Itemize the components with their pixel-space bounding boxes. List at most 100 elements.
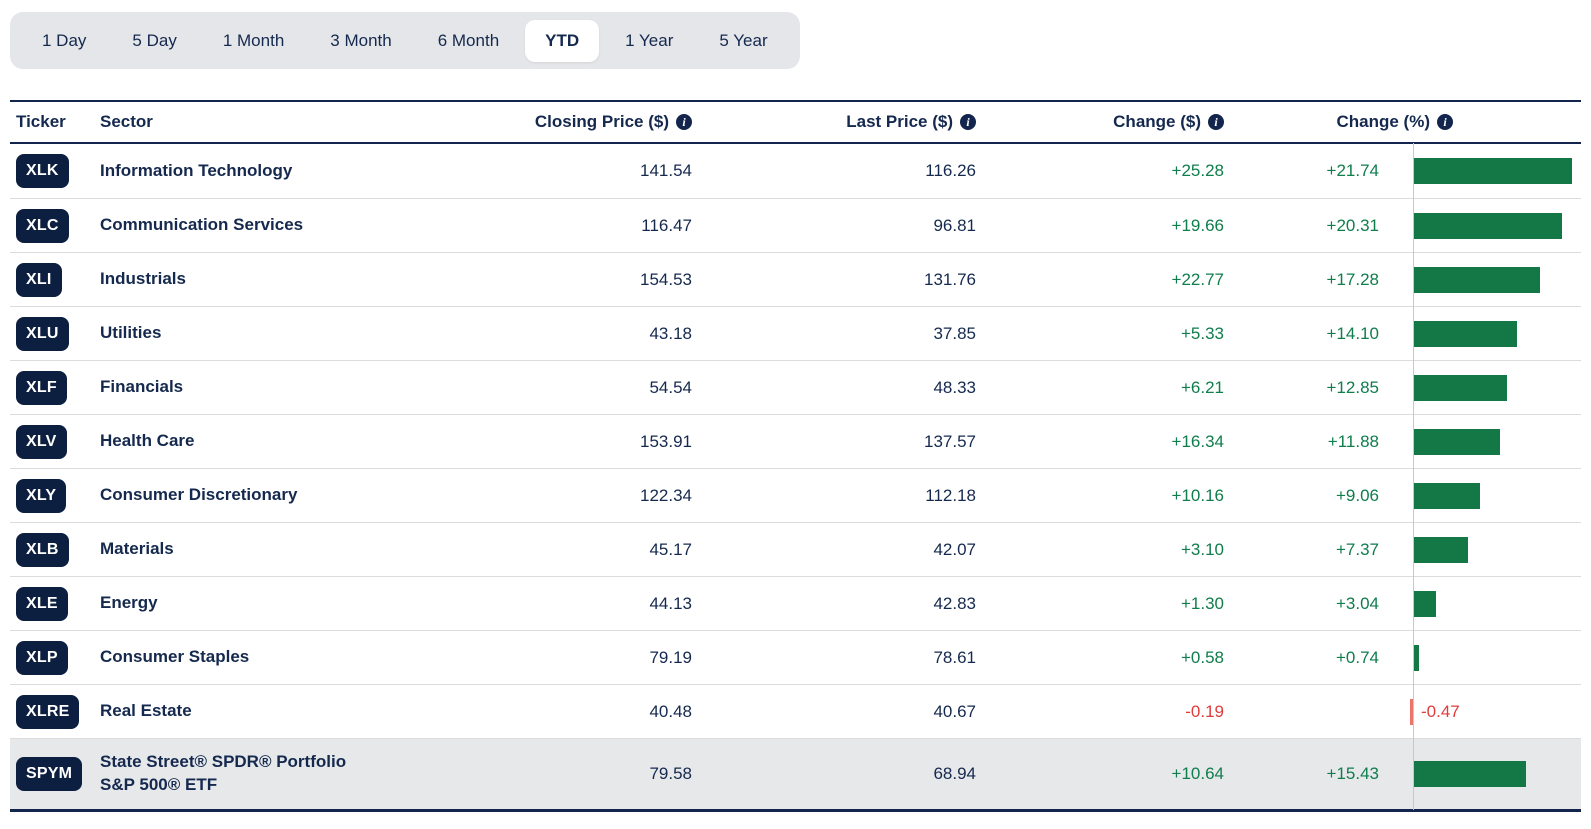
closing-price: 153.91 xyxy=(640,431,692,451)
info-icon[interactable]: i xyxy=(1437,114,1453,130)
change-bar-cell xyxy=(1385,522,1581,577)
ticker-cell: XLP xyxy=(10,631,94,684)
last-price: 48.33 xyxy=(933,377,976,397)
sector-name: Information Technology xyxy=(100,160,293,180)
tab-1-day[interactable]: 1 Day xyxy=(22,20,106,62)
last-price: 137.57 xyxy=(924,431,976,451)
ticker-badge[interactable]: XLU xyxy=(16,316,69,351)
closing-price: 79.58 xyxy=(649,764,692,783)
ticker-cell: XLK xyxy=(10,144,94,198)
change-usd: +22.77 xyxy=(1171,269,1224,289)
change-bar-cell xyxy=(1385,306,1581,361)
change-usd: +3.10 xyxy=(1180,539,1224,559)
tab-ytd[interactable]: YTD xyxy=(525,19,600,62)
change-pct: +17.28 xyxy=(1326,269,1379,289)
tab-1-year[interactable]: 1 Year xyxy=(605,20,693,62)
change-bar xyxy=(1414,374,1508,401)
table-row: XLB Materials 45.17 42.07 +3.10 +7.37 xyxy=(10,522,1581,577)
table-row: XLP Consumer Staples 79.19 78.61 +0.58 +0.74 xyxy=(10,630,1581,685)
table-row: XLV Health Care 153.91 137.57 +16.34 +11.88 xyxy=(10,414,1581,469)
info-icon[interactable]: i xyxy=(676,114,692,130)
change-bar xyxy=(1414,761,1527,787)
change-usd: +25.28 xyxy=(1171,161,1224,180)
change-bar-cell xyxy=(1385,252,1581,307)
ticker-cell: XLY xyxy=(10,469,94,522)
last-price: 68.94 xyxy=(933,764,976,783)
change-bar-cell xyxy=(1385,198,1581,253)
sector-name: Consumer Staples xyxy=(100,647,250,667)
sector-name: Communication Services xyxy=(100,215,304,235)
last-price: 131.76 xyxy=(924,269,976,289)
table-row: XLU Utilities 43.18 37.85 +5.33 +14.10 xyxy=(10,306,1581,361)
ticker-badge[interactable]: XLV xyxy=(16,424,67,459)
closing-price: 44.13 xyxy=(649,593,692,613)
ticker-cell: XLI xyxy=(10,253,94,306)
change-bar xyxy=(1414,320,1517,347)
column-header-ticker: Ticker xyxy=(10,112,94,132)
column-header-change-usd-label: Change ($) xyxy=(1113,112,1201,131)
change-bar-cell xyxy=(1385,576,1581,631)
sector-name: Materials xyxy=(100,539,174,559)
change-bar xyxy=(1409,698,1413,725)
info-icon[interactable]: i xyxy=(960,114,976,130)
change-bar-cell xyxy=(1385,630,1581,685)
change-usd: +0.58 xyxy=(1180,647,1224,667)
tab-6-month[interactable]: 6 Month xyxy=(418,20,519,62)
sector-cell: Consumer Staples xyxy=(94,631,420,684)
table-row: XLK Information Technology 141.54 116.26 +25… xyxy=(10,143,1581,199)
ticker-badge[interactable]: XLB xyxy=(16,532,69,567)
ticker-cell: XLU xyxy=(10,307,94,360)
change-usd: +1.30 xyxy=(1180,593,1224,613)
change-usd: +5.33 xyxy=(1180,323,1224,343)
last-price: 78.61 xyxy=(933,647,976,667)
table-header-row: Ticker Sector Closing Price ($) i Last P… xyxy=(10,100,1581,144)
closing-price: 116.47 xyxy=(641,215,692,235)
ticker-cell: XLE xyxy=(10,577,94,630)
closing-price: 40.48 xyxy=(649,701,692,721)
ticker-badge[interactable]: XLRE xyxy=(16,694,80,729)
sector-name: Energy xyxy=(100,593,158,613)
change-pct: +21.74 xyxy=(1326,161,1379,180)
change-pct: +14.10 xyxy=(1326,323,1379,343)
closing-price: 154.53 xyxy=(640,269,692,289)
sector-name: Consumer Discretionary xyxy=(100,485,298,505)
change-usd: -0.19 xyxy=(1185,701,1224,721)
table-body: XLK Information Technology 141.54 116.26 +25… xyxy=(10,143,1581,810)
tab-3-month[interactable]: 3 Month xyxy=(310,20,411,62)
sector-cell: Financials xyxy=(94,361,420,414)
sector-cell: Consumer Discretionary xyxy=(94,469,420,522)
change-usd: +16.34 xyxy=(1171,431,1224,451)
info-icon[interactable]: i xyxy=(1208,114,1224,130)
ticker-badge[interactable]: XLP xyxy=(16,640,68,675)
tab-5-day[interactable]: 5 Day xyxy=(112,20,196,62)
ticker-badge[interactable]: XLK xyxy=(16,154,69,188)
ticker-badge[interactable]: XLI xyxy=(16,262,62,297)
ticker-badge[interactable]: SPYM xyxy=(16,757,83,791)
ticker-badge[interactable]: XLE xyxy=(16,586,68,621)
change-bar-cell xyxy=(1385,143,1581,199)
ticker-cell: XLF xyxy=(10,361,94,414)
sector-cell: Utilities xyxy=(94,307,420,360)
table-row: SPYM State Street® SPDR® Portfolio S&P 50… xyxy=(10,738,1581,810)
ticker-cell: XLRE xyxy=(10,685,94,738)
ticker-badge[interactable]: XLC xyxy=(16,208,69,243)
ticker-badge[interactable]: XLY xyxy=(16,478,67,513)
change-bar xyxy=(1414,266,1540,293)
last-price: 116.26 xyxy=(925,161,976,180)
tab-5-year[interactable]: 5 Year xyxy=(699,20,787,62)
change-bar xyxy=(1414,536,1468,563)
ticker-cell: XLC xyxy=(10,199,94,252)
column-header-ticker-label: Ticker xyxy=(16,112,66,131)
change-bar xyxy=(1414,428,1501,455)
column-header-change-pct: Change (%) i xyxy=(1230,112,1581,132)
closing-price: 45.17 xyxy=(649,539,692,559)
ticker-badge[interactable]: XLF xyxy=(16,370,67,405)
column-header-last-price: Last Price ($) i xyxy=(698,112,982,132)
sector-name: Real Estate xyxy=(100,701,192,721)
table-row: XLRE Real Estate 40.48 40.67 -0.19 -0.47 xyxy=(10,684,1581,739)
tab-1-month[interactable]: 1 Month xyxy=(203,20,304,62)
sector-cell: Communication Services xyxy=(94,199,420,252)
change-pct: -0.47 xyxy=(1421,701,1460,721)
change-bar-cell xyxy=(1385,468,1581,523)
ticker-cell: XLB xyxy=(10,523,94,576)
